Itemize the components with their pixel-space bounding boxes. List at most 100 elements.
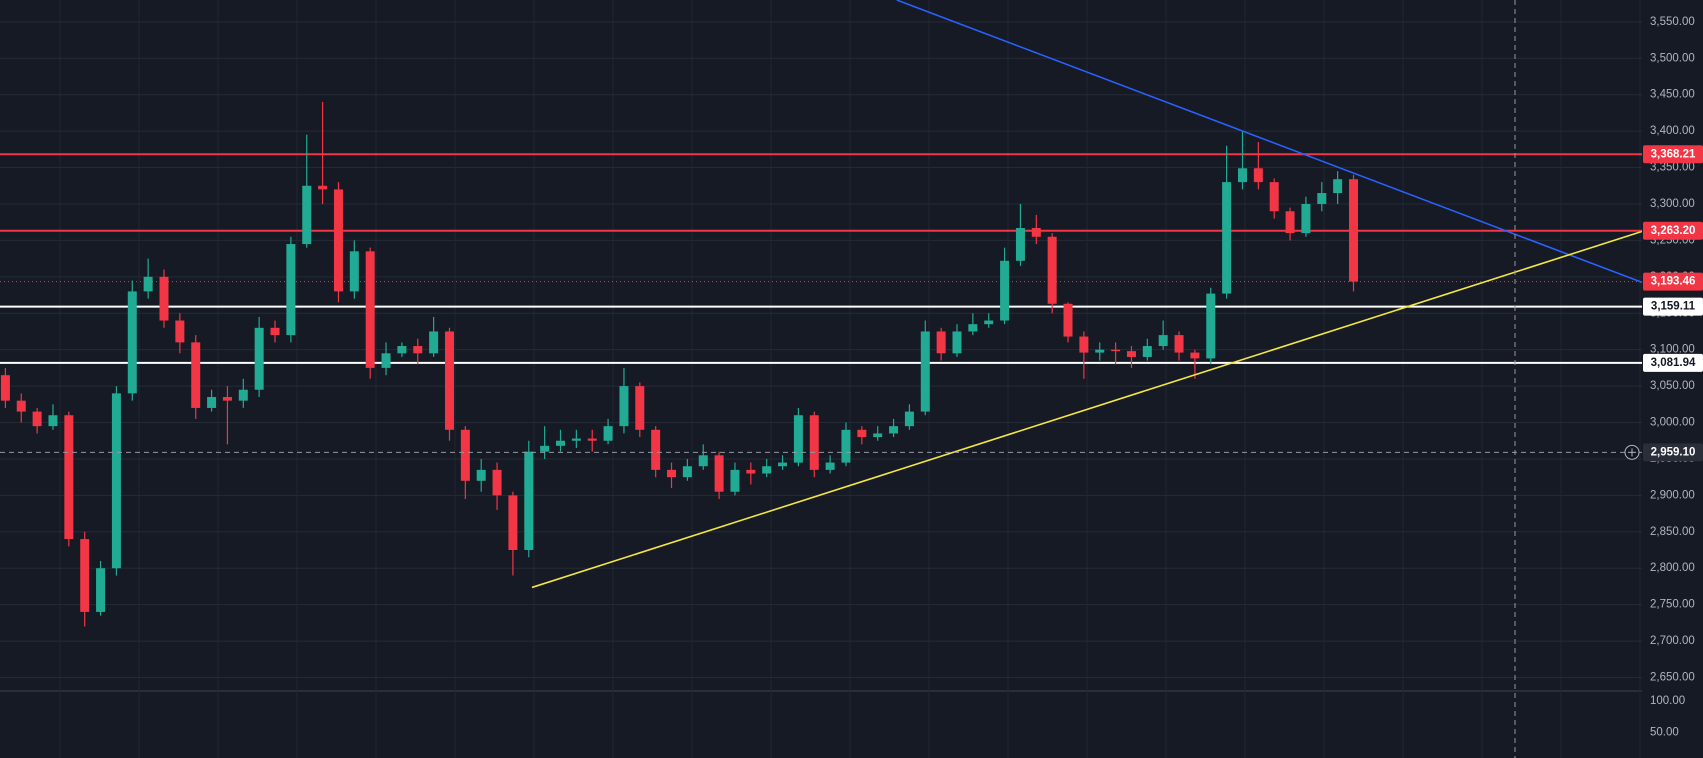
candle-body: [920, 331, 930, 412]
candle-body: [809, 415, 819, 470]
candle-body: [889, 426, 899, 434]
candle-body: [32, 411, 42, 427]
candle-body: [825, 462, 835, 470]
candle-body: [96, 568, 106, 612]
price-line-label-bg: [1643, 221, 1703, 240]
candle-body: [1015, 228, 1025, 261]
last-price-label-bg: [1643, 272, 1703, 291]
candle-body: [1079, 336, 1089, 353]
candle-body: [381, 353, 391, 368]
candle-body: [1174, 335, 1184, 353]
candle-body: [936, 331, 946, 354]
price-line-label-bg: [1643, 145, 1703, 164]
candle-body: [540, 445, 550, 452]
candle-body: [1063, 303, 1073, 337]
trendline: [896, 0, 1642, 284]
candle-body: [1190, 352, 1200, 359]
y-tick-label: 3,450.00: [1650, 89, 1695, 101]
y-tick-label: 3,350.00: [1650, 162, 1695, 174]
candle-body: [413, 346, 423, 354]
y2-tick-label: 100.00: [1650, 695, 1685, 707]
price-line-label: 3,081.94: [1651, 357, 1696, 369]
candle-body: [1142, 346, 1152, 357]
candle-body: [1301, 203, 1311, 234]
candle-body: [48, 415, 58, 427]
candle-body: [397, 346, 407, 354]
y-tick-label: 3,050.00: [1650, 380, 1695, 392]
y-tick-label: 3,500.00: [1650, 52, 1695, 64]
candle-body: [746, 469, 756, 474]
y-tick-label: 2,850.00: [1650, 526, 1695, 538]
candle-body: [64, 415, 74, 540]
candle-body: [524, 451, 534, 551]
candle-body: [207, 397, 217, 408]
candle-body: [460, 429, 470, 481]
candle-body: [1111, 349, 1121, 352]
candle-body: [429, 331, 439, 354]
y-tick-label: 3,400.00: [1650, 125, 1695, 137]
candle-body: [793, 415, 803, 463]
candle-body: [222, 397, 232, 401]
candle-body: [175, 320, 185, 343]
candle-body: [365, 251, 375, 368]
candle-body: [1269, 182, 1279, 212]
candle-body: [286, 244, 296, 336]
candle-body: [302, 185, 312, 245]
candle-body: [873, 433, 883, 438]
candle-body: [270, 327, 280, 336]
candle-body: [191, 342, 201, 408]
price-line-label: 3,368.21: [1651, 148, 1696, 160]
crosshair-label-bg: [1643, 443, 1703, 462]
candle-body: [1206, 293, 1216, 359]
candle-body: [1285, 211, 1295, 234]
candle-body: [1047, 236, 1057, 304]
candle-body: [318, 185, 328, 190]
y-tick-label: 3,000.00: [1650, 417, 1695, 429]
candle-body: [635, 386, 645, 430]
candle-body: [111, 393, 121, 569]
y-tick-label: 2,650.00: [1650, 672, 1695, 684]
candle-body: [587, 438, 597, 441]
y-tick-label: 2,700.00: [1650, 635, 1695, 647]
candle-body: [1000, 260, 1010, 321]
candle-body: [1031, 228, 1041, 237]
price-line-label: 3,263.20: [1651, 225, 1696, 237]
y-tick-label: 3,100.00: [1650, 344, 1695, 356]
candle-body: [952, 331, 962, 354]
candle-body: [698, 455, 708, 467]
candle-body: [730, 469, 740, 492]
candle-body: [651, 429, 661, 470]
candle-body: [16, 400, 26, 412]
candle-body: [127, 291, 137, 394]
candle-body: [778, 462, 788, 467]
y2-tick-label: 50.00: [1650, 726, 1679, 738]
candle-body: [0, 375, 10, 401]
candle-body: [714, 455, 724, 492]
candle-body: [1333, 179, 1343, 194]
y-tick-label: 2,750.00: [1650, 599, 1695, 611]
crosshair-label: 2,959.10: [1651, 446, 1696, 458]
clipped-pane: [0, 0, 1642, 627]
candle-body: [1158, 335, 1168, 347]
candle-body: [1095, 349, 1105, 353]
candle-body: [762, 466, 772, 474]
candle-body: [80, 539, 90, 612]
candle-body: [238, 389, 248, 401]
y-tick-label: 2,800.00: [1650, 562, 1695, 574]
candle-body: [333, 189, 343, 292]
candle-body: [143, 276, 153, 292]
candle-body: [984, 320, 994, 325]
candle-body: [1126, 351, 1136, 357]
candle-body: [571, 438, 581, 441]
candle-body: [492, 469, 502, 496]
candle-body: [857, 429, 867, 438]
candle-body: [667, 469, 677, 478]
candle-body: [1317, 193, 1327, 204]
candle-body: [1349, 179, 1358, 282]
candle-body: [556, 440, 565, 446]
candle-body: [1222, 182, 1232, 294]
price-line-label-bg: [1643, 353, 1703, 372]
